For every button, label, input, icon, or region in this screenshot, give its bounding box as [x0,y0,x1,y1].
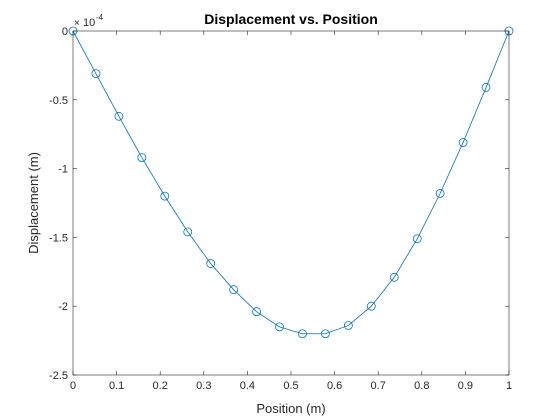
x-tick-label: 0.3 [196,380,211,392]
x-tick-label: 0.5 [283,380,298,392]
series-line [72,30,510,335]
data-point [321,329,330,339]
data-point [160,191,170,201]
exponent-power: -4 [96,13,104,22]
data-point [252,307,261,317]
data-point [91,69,101,79]
data-point [389,272,399,282]
x-tick-label: 0.2 [153,380,168,392]
data-point [458,138,468,147]
data-point [366,301,376,311]
data-point [183,227,193,237]
x-tick-label: 0.9 [458,380,473,392]
exponent-times-sign: × [74,18,80,29]
data-layer [68,26,514,339]
x-axis-label: Position (m) [256,401,325,416]
x-tick-label: 0.6 [327,380,342,392]
x-tick-label: 0.7 [371,380,386,392]
data-point [275,322,284,332]
y-tick-label: -1 [58,164,68,176]
data-point [114,111,124,121]
data-point [343,321,353,330]
data-point [206,259,216,268]
data-point [298,329,307,339]
y-tick-label: -2.5 [49,370,68,382]
exponent-base: 10 [83,17,95,29]
x-tick-label: 0.4 [240,380,255,392]
data-point [412,234,422,244]
chart-title: Displacement vs. Position [204,11,378,27]
data-point [229,285,239,295]
data-point [137,153,147,162]
x-tick-label: 0 [70,380,76,392]
y-tick-label: -2 [58,301,68,313]
y-tick-label: -1.5 [49,232,68,244]
y-axis-label: Displacement (m) [26,152,41,254]
x-tick-label: 1 [506,380,512,392]
y-axis: 0 -0.5 -1 -1.5 -2 -2.5 [49,26,509,382]
plot-area [73,31,509,375]
exponent-label: × 10 -4 [74,13,104,29]
x-axis: 0 0.1 0.2 0.3 0.4 0.5 0.6 0.7 0.8 0.9 1 [70,31,512,392]
x-tick-label: 0.8 [414,380,429,392]
data-point [435,188,445,198]
y-tick-label: -0.5 [49,95,68,107]
x-tick-label: 0.1 [109,380,124,392]
data-point [481,83,491,92]
y-tick-label: 0 [62,26,68,38]
